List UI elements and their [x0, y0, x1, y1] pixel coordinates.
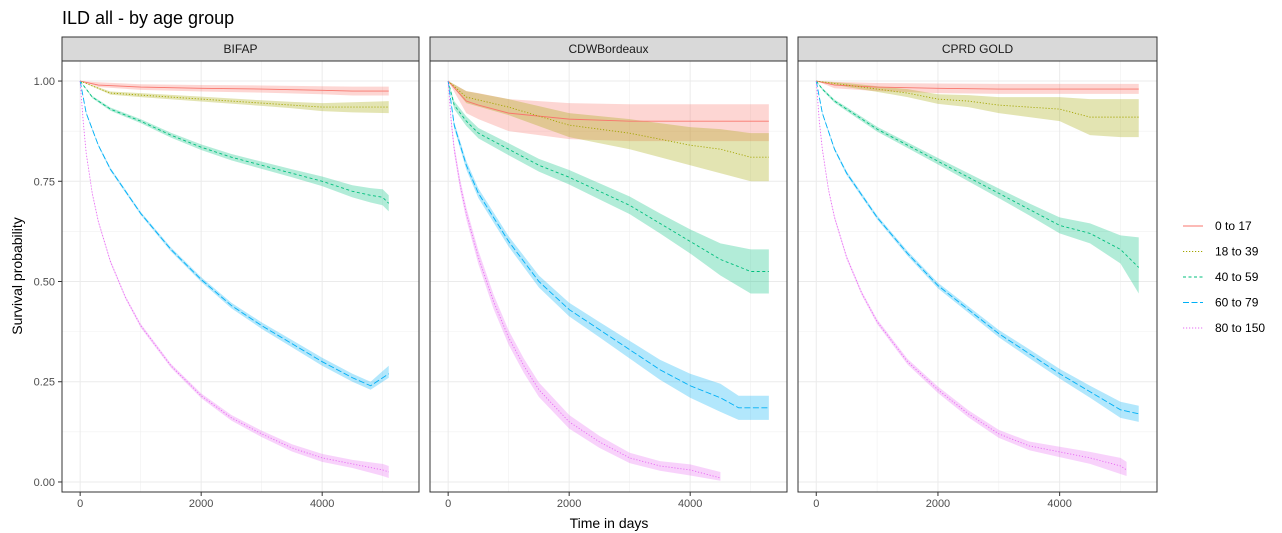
ci-band-0-to-17: [448, 81, 769, 142]
x-tick-label: 2000: [557, 498, 581, 510]
series-line-80-to-150: [815, 81, 1127, 471]
plot-area-bifap: [62, 61, 419, 492]
strip-label-cprd-gold: CPRD GOLD: [942, 42, 1014, 56]
legend-label: 18 to 39: [1215, 245, 1259, 259]
panel-border-bifap: [61, 60, 420, 493]
legend-label: 0 to 17: [1215, 219, 1252, 233]
series-line-18-to-39: [816, 80, 1139, 118]
legend-item-18-to-39: 18 to 39: [1183, 245, 1259, 259]
strip-cprd-gold: [797, 36, 1158, 62]
legend-label: 60 to 79: [1215, 296, 1259, 310]
ci-band-18-to-39: [448, 81, 769, 182]
x-tick-label: 4000: [310, 498, 334, 510]
series-line-18-to-39: [79, 80, 389, 108]
plot-area-cdwbordeaux: [430, 61, 787, 492]
strip-label-cdwbordeaux: CDWBordeaux: [568, 42, 648, 56]
legend-item-40-to-59: 40 to 59: [1183, 270, 1259, 284]
panel-border-cprd-gold: [797, 60, 1158, 493]
series-line-0-to-17: [80, 80, 389, 92]
y-tick-label: 0.25: [34, 377, 55, 389]
y-tick-label: 0.00: [34, 477, 55, 489]
series-line-40-to-59: [79, 80, 390, 204]
y-tick-label: 0.75: [34, 176, 55, 188]
y-axis-title: Survival probability: [9, 217, 25, 335]
legend: 0 to 17 18 to 39 40 to 59 60 to 79 80 to 150: [1183, 219, 1265, 335]
x-tick-label: 4000: [678, 498, 702, 510]
x-tick-label: 4000: [1047, 498, 1071, 510]
panel-border-cdwbordeaux: [429, 60, 788, 493]
y-tick-label: 1.00: [34, 76, 55, 88]
series-line-60-to-79: [79, 80, 389, 387]
series-line-40-to-59: [815, 80, 1140, 268]
x-tick-label: 2000: [189, 498, 213, 510]
series-line-0-to-17: [816, 80, 1139, 90]
ci-band-18-to-39: [816, 81, 1139, 138]
series-line-80-to-150: [79, 81, 389, 473]
x-tick-label: 0: [813, 498, 819, 510]
facet-panels: BIFAP 0 2000 4000 0.00 0.25 0.50 0.75 1.00 CDWBor…: [34, 36, 1158, 510]
x-tick-label: 0: [445, 498, 451, 510]
legend-label: 40 to 59: [1215, 270, 1259, 284]
strip-label-bifap: BIFAP: [223, 42, 257, 56]
strip-cdwbordeaux: [429, 36, 788, 62]
legend-item-60-to-79: 60 to 79: [1183, 296, 1259, 310]
y-tick-label: 0.50: [34, 277, 55, 289]
x-tick-label: 2000: [926, 498, 950, 510]
panel-cprd-gold: CPRD GOLD 0 2000 4000: [797, 36, 1158, 510]
strip-bifap: [61, 36, 420, 62]
x-tick-label: 0: [77, 498, 83, 510]
ci-band-60-to-79: [448, 81, 769, 420]
chart-title: ILD all - by age group: [62, 8, 234, 28]
legend-label: 80 to 150: [1215, 321, 1265, 335]
plot-area-cprd-gold: [798, 61, 1157, 492]
panel-bifap: BIFAP 0 2000 4000 0.00 0.25 0.50 0.75 1.00: [34, 36, 420, 510]
ci-band-18-to-39: [80, 81, 389, 114]
series-line-60-to-79: [447, 80, 769, 409]
x-axis-title: Time in days: [570, 515, 649, 531]
ci-band-0-to-17: [816, 81, 1139, 94]
legend-item-0-to-17: 0 to 17: [1183, 219, 1252, 233]
panel-cdwbordeaux: CDWBordeaux 0 2000 4000: [429, 36, 788, 510]
legend-item-80-to-150: 80 to 150: [1183, 321, 1265, 335]
